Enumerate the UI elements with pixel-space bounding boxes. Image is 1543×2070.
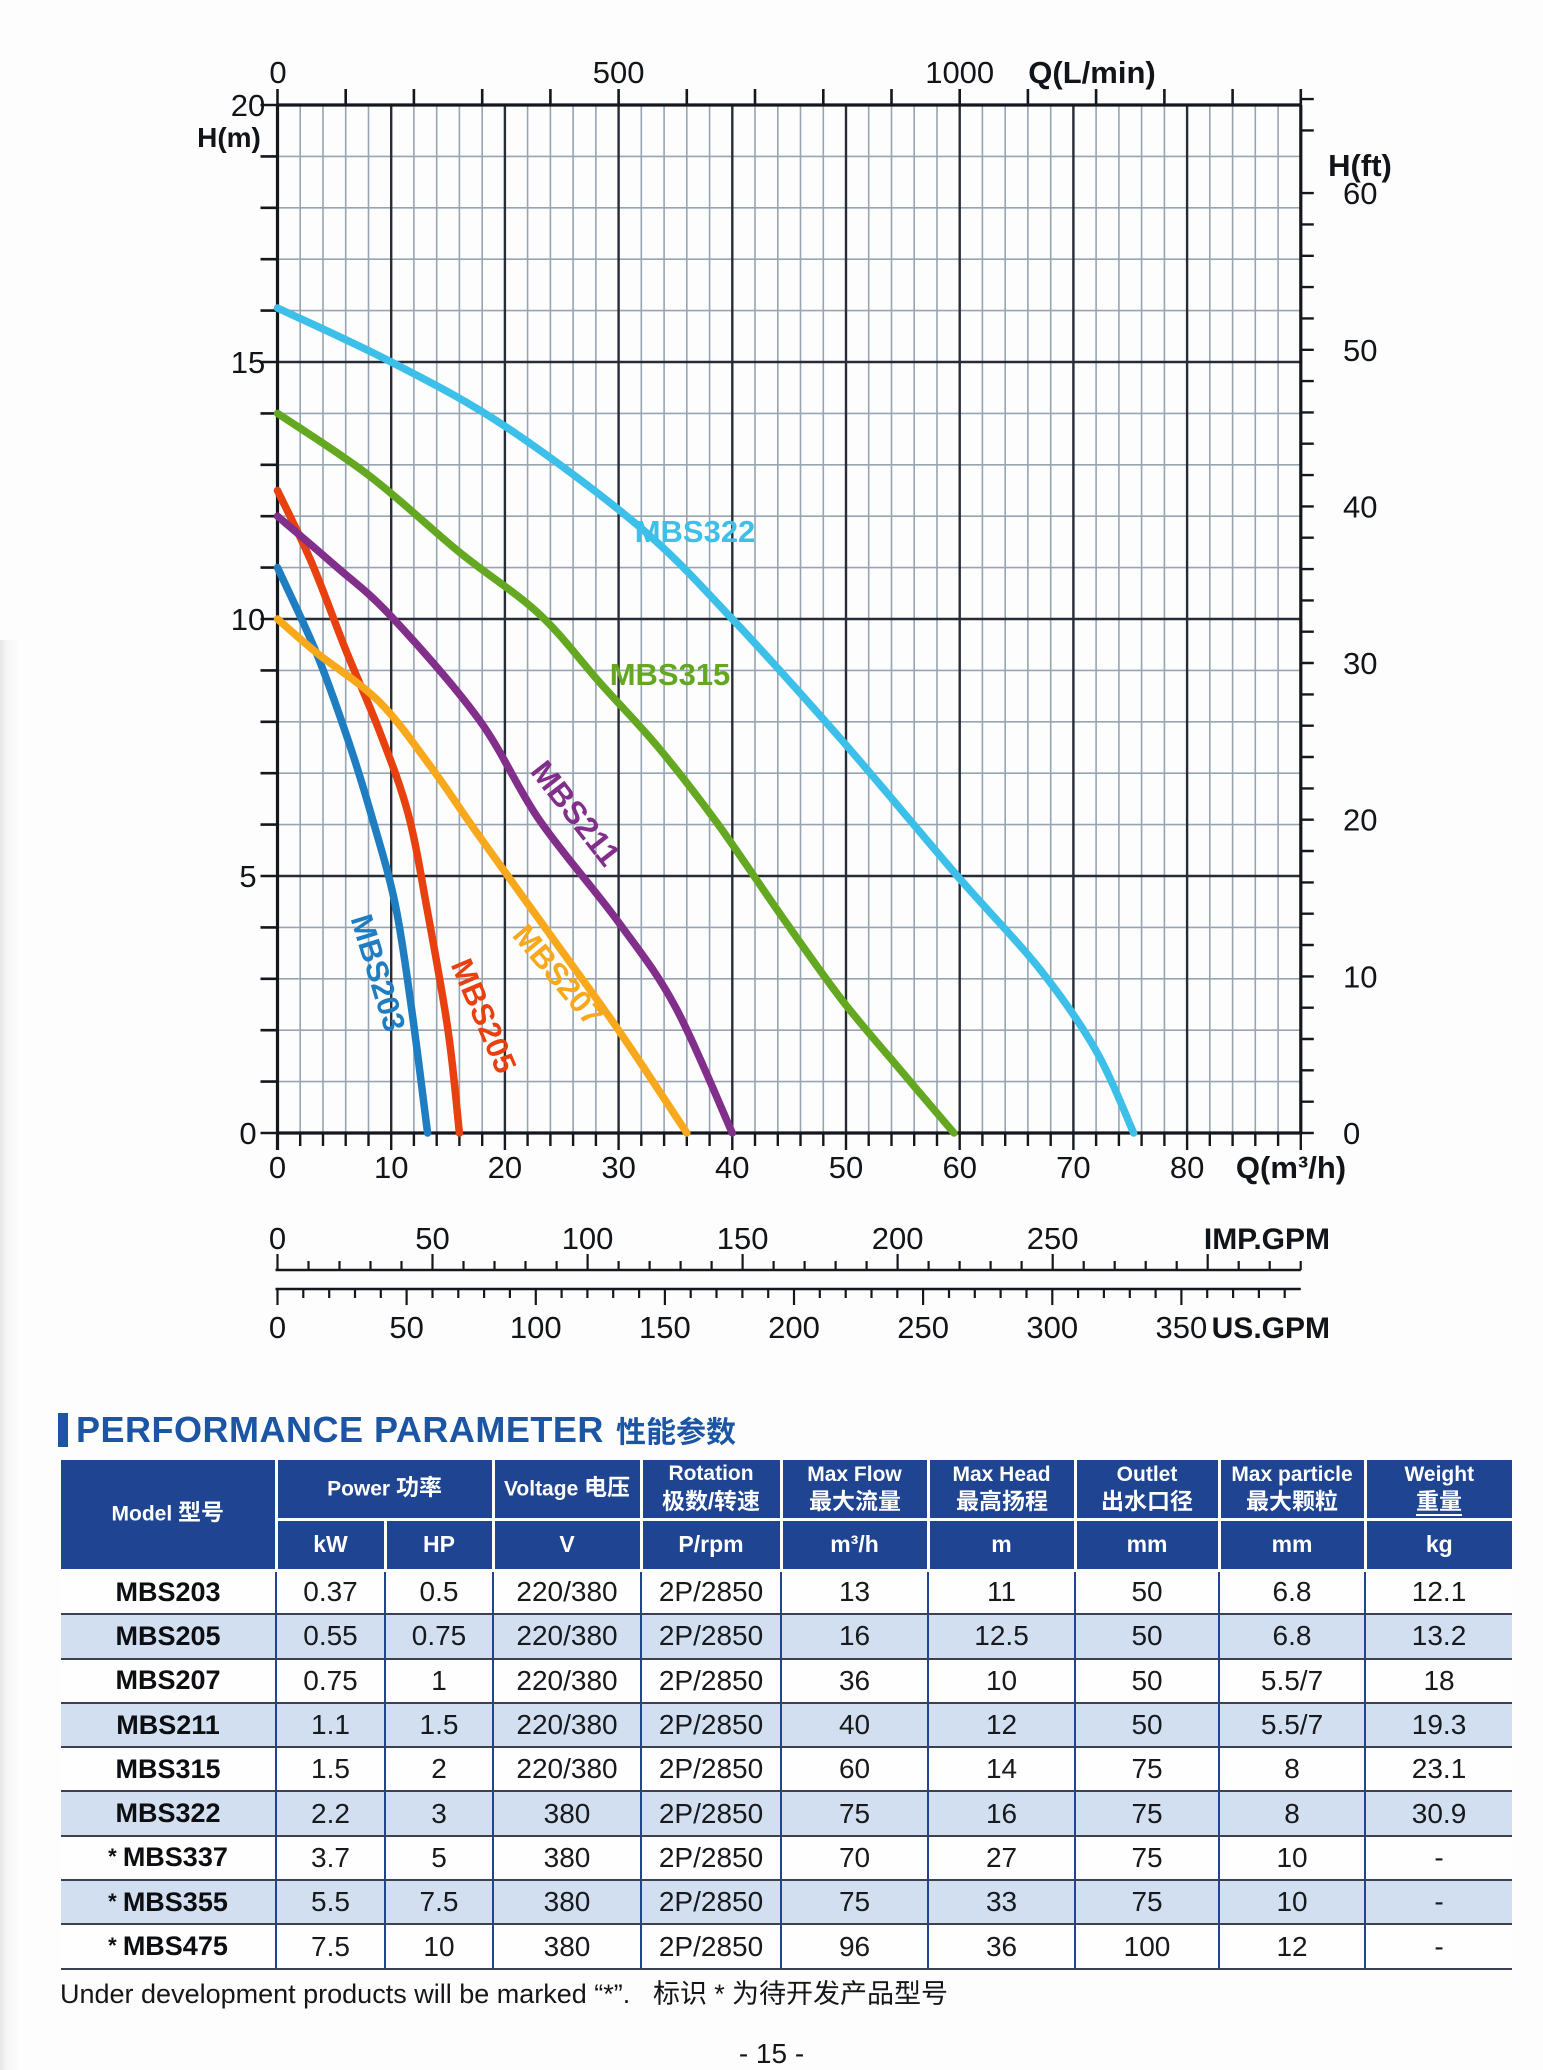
svg-text:0: 0: [1343, 1116, 1360, 1151]
svg-text:10: 10: [374, 1150, 408, 1185]
svg-text:250: 250: [897, 1310, 949, 1345]
svg-text:60: 60: [942, 1150, 976, 1185]
svg-text:50: 50: [389, 1310, 423, 1345]
svg-text:Q(m³/h): Q(m³/h): [1236, 1150, 1346, 1185]
svg-text:350: 350: [1156, 1310, 1208, 1345]
svg-text:300: 300: [1026, 1310, 1078, 1345]
svg-text:0: 0: [269, 1221, 286, 1256]
svg-text:0: 0: [269, 55, 286, 90]
svg-text:H(ft): H(ft): [1328, 148, 1392, 183]
svg-text:H(m): H(m): [197, 122, 261, 153]
svg-text:0: 0: [269, 1150, 286, 1185]
svg-text:1000: 1000: [925, 55, 994, 90]
svg-text:200: 200: [872, 1221, 924, 1256]
svg-text:Q(L/min): Q(L/min): [1028, 55, 1155, 90]
svg-text:0: 0: [269, 1310, 286, 1345]
svg-text:US.GPM: US.GPM: [1212, 1312, 1330, 1345]
svg-text:40: 40: [1343, 489, 1377, 524]
svg-text:200: 200: [768, 1310, 820, 1345]
svg-text:70: 70: [1056, 1150, 1090, 1185]
svg-text:30: 30: [1343, 646, 1377, 681]
svg-text:MBS207: MBS207: [506, 918, 610, 1033]
svg-text:20: 20: [1343, 803, 1377, 838]
svg-text:15: 15: [231, 345, 265, 380]
svg-text:10: 10: [1343, 959, 1377, 994]
svg-text:50: 50: [1343, 333, 1377, 368]
svg-text:0: 0: [239, 1116, 256, 1151]
svg-text:150: 150: [717, 1221, 769, 1256]
svg-text:250: 250: [1027, 1221, 1079, 1256]
svg-text:40: 40: [715, 1150, 749, 1185]
svg-text:80: 80: [1170, 1150, 1204, 1185]
svg-text:20: 20: [231, 88, 265, 123]
svg-text:5: 5: [239, 859, 256, 894]
svg-text:MBS315: MBS315: [610, 657, 731, 692]
svg-text:500: 500: [593, 55, 645, 90]
svg-text:60: 60: [1343, 176, 1377, 211]
svg-text:150: 150: [639, 1310, 691, 1345]
svg-text:MBS322: MBS322: [635, 514, 756, 549]
svg-text:100: 100: [510, 1310, 562, 1345]
svg-text:50: 50: [829, 1150, 863, 1185]
svg-text:50: 50: [415, 1221, 449, 1256]
svg-text:IMP.GPM: IMP.GPM: [1204, 1223, 1330, 1256]
svg-text:MBS205: MBS205: [444, 954, 523, 1079]
svg-text:10: 10: [231, 602, 265, 637]
svg-text:30: 30: [601, 1150, 635, 1185]
svg-text:100: 100: [562, 1221, 614, 1256]
svg-text:20: 20: [488, 1150, 522, 1185]
